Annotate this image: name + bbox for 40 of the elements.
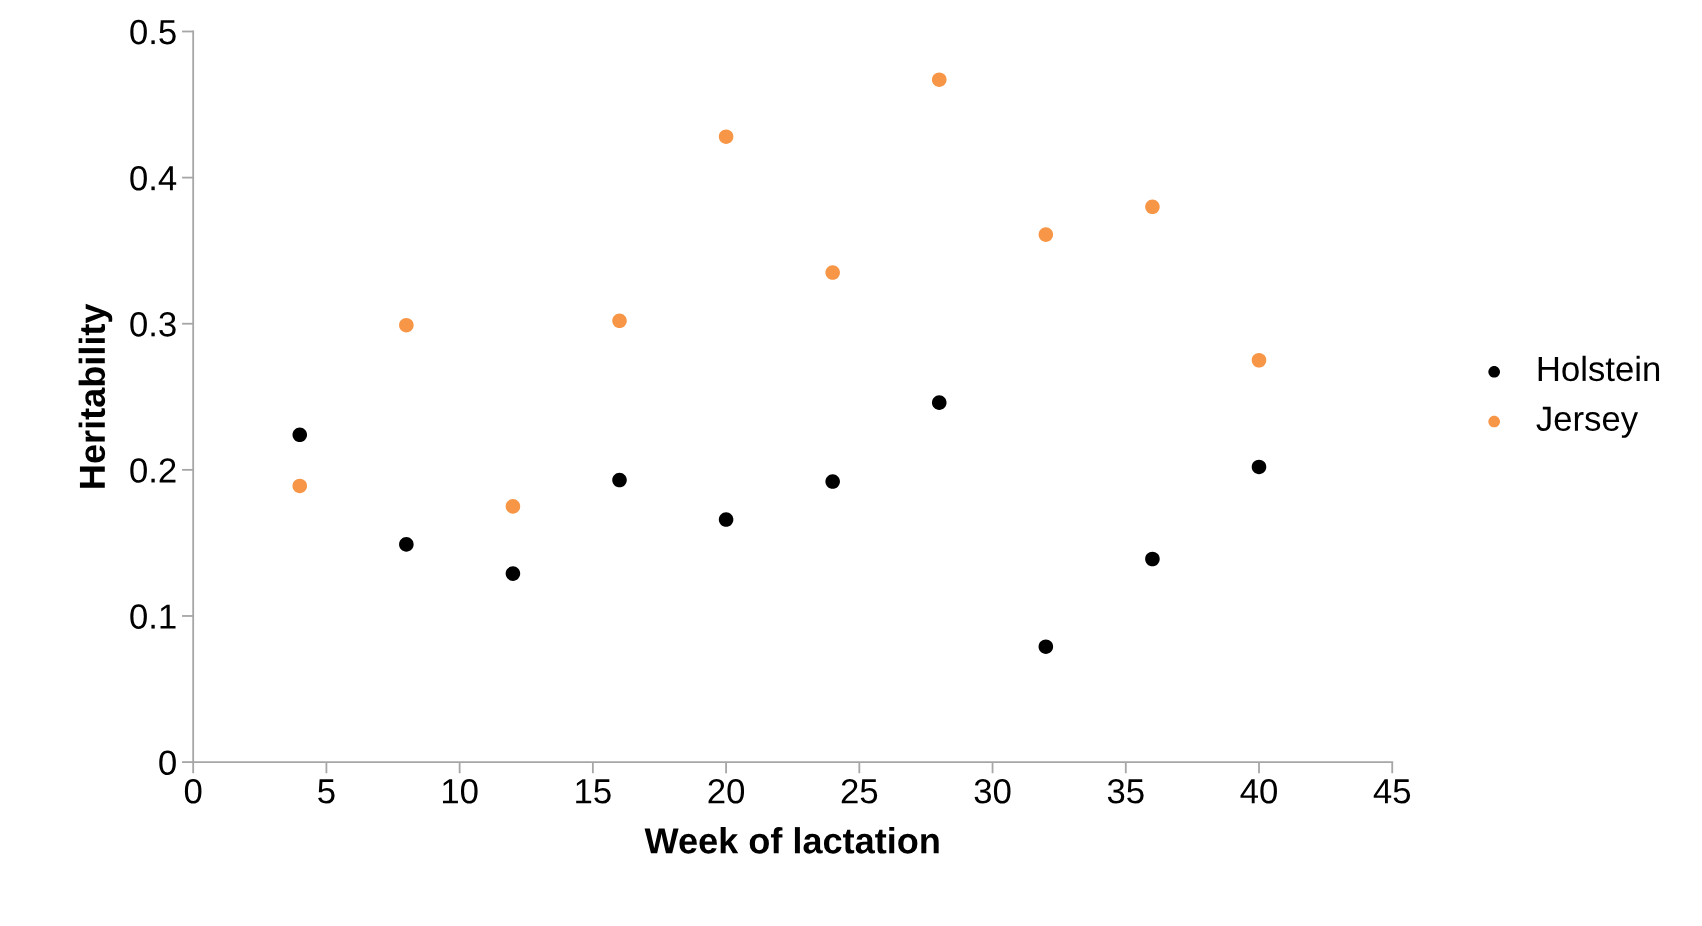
point: [1145, 199, 1160, 215]
legend-label: Jersey: [1536, 406, 1639, 438]
point: [505, 499, 521, 514]
x-tick-label: 45: [1373, 779, 1411, 804]
point: [399, 317, 414, 333]
x-tick-label: 20: [708, 778, 745, 804]
y-tick-label: 0.2: [130, 458, 176, 483]
point: [292, 427, 308, 443]
y-tick-label: 0.4: [130, 165, 177, 191]
x-tick-label: 30: [974, 778, 1011, 804]
point: [1038, 639, 1054, 654]
point: [1038, 227, 1054, 242]
point: [612, 313, 627, 329]
x-tick-label: 25: [841, 778, 878, 804]
y-axis-title: Heritability: [78, 303, 113, 488]
point: [718, 129, 734, 144]
point: [931, 72, 947, 87]
x-tick-label: 15: [576, 779, 611, 804]
y-tick-label: 0.5: [130, 19, 176, 45]
point: [1145, 551, 1160, 567]
point: [399, 537, 414, 552]
y-tick-label: 0.1: [130, 604, 176, 629]
point: [931, 395, 947, 410]
y-tick-label: 0.3: [130, 312, 176, 337]
x-tick-label: 35: [1107, 778, 1144, 804]
point: [825, 265, 840, 280]
x-tick-label: 10: [442, 778, 478, 804]
point: [1251, 352, 1267, 368]
x-tick-label: 5: [318, 779, 335, 804]
x-tick-label: 0: [184, 778, 202, 804]
point: [1251, 459, 1267, 475]
point: [718, 512, 734, 527]
x-axis-title: Week of lactation: [644, 827, 939, 854]
point: [292, 478, 308, 494]
legend-label: Holstein: [1538, 355, 1660, 382]
x-tick-label: 40: [1240, 778, 1277, 804]
point: [825, 474, 840, 489]
y-tick-label: 0: [159, 750, 176, 776]
point: [505, 566, 521, 581]
point: [612, 472, 627, 488]
